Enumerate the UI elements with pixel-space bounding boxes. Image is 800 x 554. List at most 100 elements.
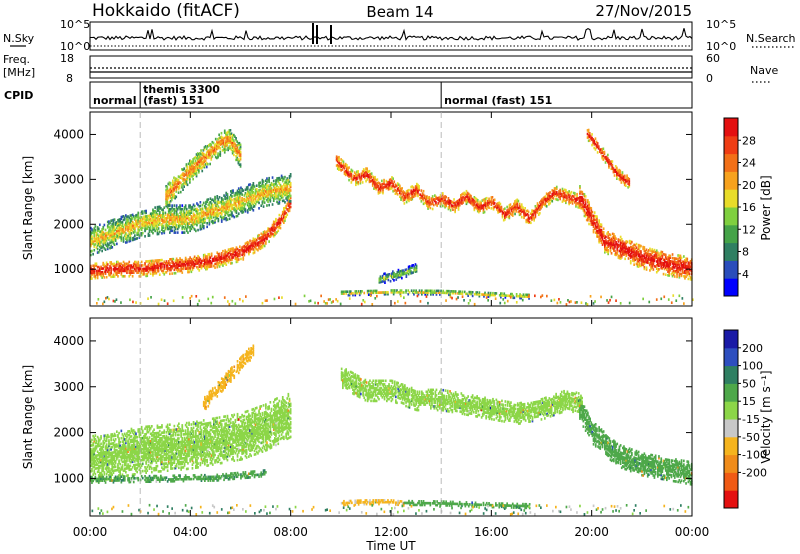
heatmap-cell: [667, 266, 669, 270]
date-title: 27/Nov/2015: [595, 2, 692, 20]
heatmap-cell: [252, 241, 255, 244]
heatmap-cell: [643, 267, 646, 271]
heatmap-cell: [222, 137, 225, 141]
heatmap-cell: [283, 183, 285, 186]
heatmap-cell: [688, 267, 691, 270]
heatmap-cell: [174, 209, 177, 213]
heatmap-cell: [279, 219, 282, 223]
heatmap-cell: [392, 177, 394, 180]
heatmap-cell: [269, 228, 272, 231]
heatmap-cell: [163, 267, 166, 271]
heatmap-cell: [255, 242, 258, 246]
heatmap-cell: [262, 234, 265, 238]
heatmap-cell: [523, 211, 525, 214]
heatmap-cell: [122, 229, 125, 232]
heatmap-cell: [420, 196, 423, 199]
heatmap-cell: [349, 174, 352, 178]
heatmap-cell: [210, 254, 213, 257]
heatmap-cell: [185, 216, 188, 220]
heatmap-cell: [151, 221, 153, 224]
heatmap-cell: [587, 217, 589, 220]
heatmap-cell: [178, 184, 181, 188]
heatmap-cell: [475, 198, 478, 201]
heatmap-cell: [200, 156, 202, 159]
heatmap-cell: [145, 260, 147, 263]
heatmap-cell: [175, 224, 178, 227]
heatmap-cell: [230, 200, 232, 204]
heatmap-cell: [537, 213, 540, 216]
heatmap-cell: [187, 260, 189, 263]
heatmap-cell: [156, 225, 159, 229]
heatmap-cell: [500, 207, 503, 211]
heatmap-cell: [605, 246, 607, 249]
heatmap-cell: [441, 197, 444, 201]
heatmap-cell: [340, 290, 343, 294]
heatmap-cell: [619, 253, 622, 257]
heatmap-cell: [242, 245, 245, 249]
heatmap-cell: [610, 160, 613, 163]
heatmap-cell: [146, 218, 149, 222]
heatmap-cell: [118, 220, 120, 223]
heatmap-cell: [137, 217, 140, 220]
heatmap-cell: [218, 208, 221, 212]
heatmap-cell: [672, 260, 675, 264]
heatmap-cell: [376, 185, 379, 189]
heatmap-cell: [506, 211, 508, 214]
heatmap-cell: [128, 238, 131, 241]
heatmap-cell: [214, 208, 216, 211]
heatmap-cell: [202, 257, 205, 261]
heatmap-cell: [569, 197, 572, 201]
heatmap-cell: [155, 225, 158, 229]
heatmap-cell: [209, 215, 212, 218]
heatmap-cell: [248, 198, 250, 201]
heatmap-cell: [141, 273, 144, 276]
heatmap-cell: [141, 222, 144, 226]
heatmap-cell: [183, 216, 186, 220]
heatmap-cell: [130, 219, 133, 222]
heatmap-cell: [633, 259, 635, 263]
heatmap-cell: [255, 188, 258, 191]
heatmap-cell: [184, 256, 187, 260]
heatmap-cell: [655, 254, 658, 258]
heatmap-cell: [97, 273, 100, 276]
heatmap-cell: [114, 267, 117, 271]
heatmap-cell: [110, 224, 112, 228]
heatmap-cell: [677, 266, 679, 270]
heatmap-cell: [375, 184, 377, 187]
heatmap-cell: [627, 251, 630, 255]
heatmap-cell: [340, 158, 342, 161]
heatmap-cell: [598, 231, 600, 235]
heatmap-cell: [426, 195, 428, 198]
heatmap-cell: [104, 265, 107, 268]
heatmap-cell: [162, 221, 164, 224]
heatmap-cell: [246, 193, 249, 196]
heatmap-cell: [225, 263, 228, 266]
heatmap-cell: [184, 220, 187, 224]
heatmap-cell: [174, 264, 177, 268]
heatmap-cell: [260, 232, 263, 236]
heatmap-cell: [411, 194, 414, 197]
heatmap-cell: [669, 261, 672, 265]
heatmap-cell: [151, 219, 153, 222]
heatmap-cell: [207, 150, 209, 153]
heatmap-cell: [465, 193, 468, 197]
heatmap-cell: [539, 204, 541, 208]
heatmap-cell: [520, 205, 523, 208]
heatmap-cell: [149, 217, 152, 221]
heatmap-cell: [239, 250, 241, 254]
heatmap-cell: [429, 201, 432, 204]
heatmap-cell: [224, 251, 226, 254]
heatmap-cell: [405, 289, 407, 292]
heatmap-cell: [657, 258, 659, 262]
heatmap-cell: [235, 258, 238, 262]
heatmap-cell: [192, 165, 194, 168]
heatmap-cell: [261, 238, 264, 242]
heatmap-cell: [162, 212, 164, 215]
heatmap-cell: [190, 216, 193, 220]
heatmap-cell: [118, 225, 120, 229]
heatmap-cell: [173, 216, 176, 220]
heatmap-cell: [103, 263, 106, 267]
heatmap-cell: [561, 187, 564, 191]
heatmap-cell: [382, 191, 384, 195]
heatmap-cell: [162, 213, 164, 217]
